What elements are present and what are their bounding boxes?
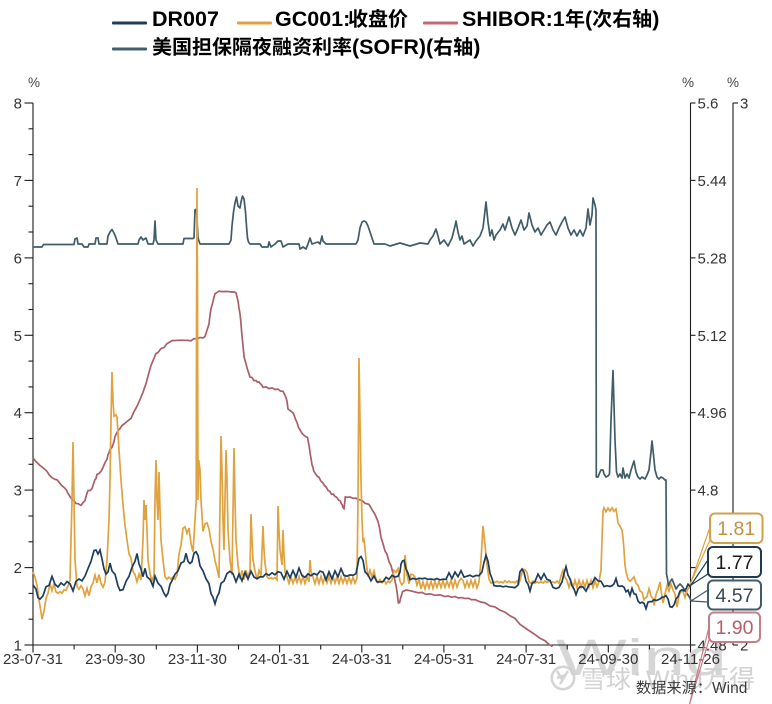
svg-text:Wind: Wind [712, 680, 747, 697]
svg-text:24-09-30: 24-09-30 [578, 651, 638, 668]
svg-text:1.90: 1.90 [716, 617, 754, 639]
svg-text:2: 2 [14, 560, 22, 577]
svg-text:3: 3 [14, 483, 22, 500]
svg-text:): ) [652, 7, 659, 31]
svg-text:7: 7 [14, 173, 22, 190]
svg-text:1: 1 [14, 638, 22, 655]
svg-text:24-07-31: 24-07-31 [496, 651, 556, 668]
svg-text:5.44: 5.44 [698, 173, 727, 190]
svg-text:4: 4 [14, 405, 22, 422]
svg-text:8: 8 [14, 96, 22, 113]
svg-text:5.12: 5.12 [698, 328, 727, 345]
svg-text:3: 3 [740, 96, 748, 113]
svg-text:24-01-31: 24-01-31 [250, 651, 310, 668]
svg-text:4.96: 4.96 [698, 405, 727, 422]
svg-text:23-11-30: 23-11-30 [168, 651, 227, 668]
svg-text:GC001:: GC001: [275, 7, 350, 31]
svg-text:5.28: 5.28 [698, 250, 727, 267]
svg-text:4.57: 4.57 [716, 585, 754, 607]
svg-text:%: % [28, 75, 40, 90]
svg-text:%: % [727, 75, 739, 90]
svg-text:5: 5 [14, 328, 22, 345]
svg-text:6: 6 [14, 250, 22, 267]
svg-text:1.81: 1.81 [717, 518, 755, 540]
svg-text:): ) [473, 35, 480, 59]
svg-text:(SOFR)(: (SOFR)( [352, 35, 434, 59]
svg-text:(: ( [585, 7, 593, 31]
svg-text:1.77: 1.77 [716, 552, 754, 574]
svg-text:%: % [682, 75, 694, 90]
svg-text:SHIBOR:1: SHIBOR:1 [462, 7, 565, 31]
svg-text:23-07-31: 23-07-31 [3, 651, 63, 668]
svg-text:DR007: DR007 [152, 7, 219, 31]
svg-text:23-09-30: 23-09-30 [85, 651, 145, 668]
svg-text:5.6: 5.6 [698, 96, 719, 113]
svg-text:4.8: 4.8 [698, 483, 719, 500]
svg-text:24-11-26: 24-11-26 [661, 651, 720, 668]
svg-text:24-03-31: 24-03-31 [332, 651, 392, 668]
svg-text:24-05-31: 24-05-31 [414, 651, 474, 668]
svg-text:2: 2 [740, 638, 748, 655]
